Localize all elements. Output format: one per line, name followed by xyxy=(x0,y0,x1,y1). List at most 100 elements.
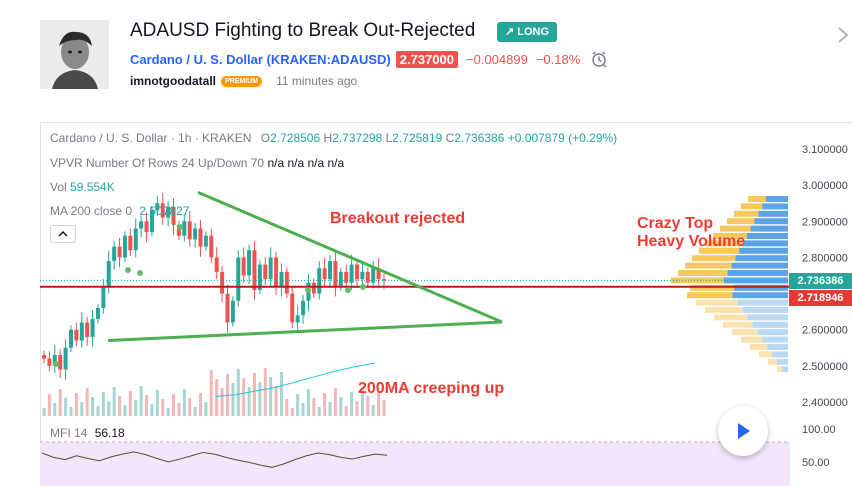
mfi-pane xyxy=(40,441,790,486)
published-time: 11 minutes ago xyxy=(276,74,358,88)
candle-body xyxy=(112,246,117,262)
candle-body xyxy=(52,355,57,366)
volume-profile-up xyxy=(781,366,788,373)
volume-bar xyxy=(360,387,364,416)
candle-body xyxy=(155,203,160,211)
candle-body xyxy=(274,257,279,287)
candle-body xyxy=(90,318,95,337)
long-badge: ↗ LONG xyxy=(497,22,558,42)
volume-bar xyxy=(123,405,127,416)
vpvr-values: n/a n/a n/a n/a xyxy=(267,156,345,170)
candle-body xyxy=(187,221,192,240)
signal-marker xyxy=(345,287,351,293)
volume-bar xyxy=(53,403,57,416)
volume-bar xyxy=(199,393,203,416)
volume-bar xyxy=(215,379,219,416)
volume-profile-down xyxy=(768,358,777,365)
mfi-tick-label: 50.00 xyxy=(802,457,830,469)
volume-bar xyxy=(377,391,381,416)
volume-bar xyxy=(296,394,300,416)
volume-bar xyxy=(80,402,84,416)
volume-profile-up xyxy=(739,247,788,254)
author-name[interactable]: imnotgoodatall xyxy=(130,74,216,88)
candle-body xyxy=(349,264,354,283)
vpvr-legend: VPVR Number Of Rows 24 Up/Down 70 n/a n/… xyxy=(50,156,344,170)
triangle-upper-line xyxy=(197,190,503,324)
candle-body xyxy=(338,271,343,287)
author-avatar[interactable] xyxy=(40,20,109,89)
volume-profile-up xyxy=(731,262,788,269)
candle-body xyxy=(117,246,122,258)
volume-bar xyxy=(312,398,316,416)
candle-body xyxy=(42,355,46,359)
volume-profile-up xyxy=(732,292,788,299)
volume-bar xyxy=(366,396,370,416)
volume-profile-up xyxy=(772,351,788,358)
candle-body xyxy=(257,264,262,290)
legend-open: 2.728506 xyxy=(270,131,321,145)
candle-body xyxy=(101,286,106,309)
volume-bar xyxy=(42,408,46,416)
candle-body xyxy=(241,257,246,276)
y-tick-label: 2.500000 xyxy=(802,361,848,373)
volume-profile-up xyxy=(734,284,788,291)
candle-body xyxy=(290,293,295,323)
chart-frame[interactable] xyxy=(40,122,852,486)
candle-body xyxy=(63,347,68,370)
volume-bar xyxy=(350,392,354,416)
price-change: −0.004899 xyxy=(465,51,528,67)
candle-body xyxy=(203,235,208,247)
candle-body xyxy=(128,235,133,251)
arrow-up-right-icon: ↗ xyxy=(505,26,515,38)
current-price-tag: 2.736386 xyxy=(789,273,852,289)
candle-body xyxy=(144,221,149,233)
volume-bar xyxy=(193,407,197,416)
candle-body xyxy=(214,257,219,272)
volume-bar xyxy=(317,407,321,416)
mfi-line xyxy=(41,451,388,468)
candle-body xyxy=(371,268,376,283)
signal-marker xyxy=(177,224,183,230)
overlays xyxy=(40,190,790,398)
volume-profile-up xyxy=(742,307,788,313)
volume-bar xyxy=(333,388,337,416)
annotation-volume-top: Crazy Top xyxy=(637,215,714,232)
volume-bar xyxy=(339,397,343,416)
candle-body xyxy=(193,228,198,240)
alarm-clock-icon[interactable] xyxy=(590,50,608,68)
volume-bar xyxy=(258,382,262,416)
candle-body xyxy=(182,221,187,236)
replay-play-button[interactable] xyxy=(718,406,768,456)
signal-marker xyxy=(305,287,311,293)
volume-bar xyxy=(118,396,122,416)
volume-profile-down xyxy=(720,225,751,232)
volume-profile-down xyxy=(678,270,728,276)
volume-bar xyxy=(128,391,132,416)
ohlc-legend: Cardano / U. S. Dollar · 1h · KRAKEN O2.… xyxy=(50,131,617,145)
volume-bar xyxy=(247,387,251,416)
volume-bar xyxy=(101,392,105,416)
candle-body xyxy=(139,221,144,229)
volume-bar xyxy=(58,389,62,416)
candle-body xyxy=(360,271,365,280)
symbol-link[interactable]: Cardano / U. S. Dollar (KRAKEN:ADAUSD) xyxy=(130,51,391,67)
volume-profile-down xyxy=(685,262,732,269)
volume-bar xyxy=(69,407,73,416)
volume-bar xyxy=(85,388,89,416)
candle-body xyxy=(166,206,171,218)
collapse-legend-button[interactable] xyxy=(50,225,76,243)
candle-body xyxy=(85,322,90,337)
volume-profile-down xyxy=(727,218,755,225)
volume-bar xyxy=(371,405,375,416)
volume-profile-up xyxy=(735,255,788,262)
y-axis: 3.1000003.0000002.9000002.8000002.700000… xyxy=(802,144,848,469)
signal-marker xyxy=(53,361,59,367)
chevron-right-icon[interactable] xyxy=(836,26,850,44)
candle-body xyxy=(176,224,181,236)
volume-bar xyxy=(107,401,111,416)
volume-bar xyxy=(145,395,149,416)
volume-profile-up xyxy=(752,321,788,328)
volume-profile-down xyxy=(713,233,747,239)
candle-body xyxy=(301,300,306,316)
